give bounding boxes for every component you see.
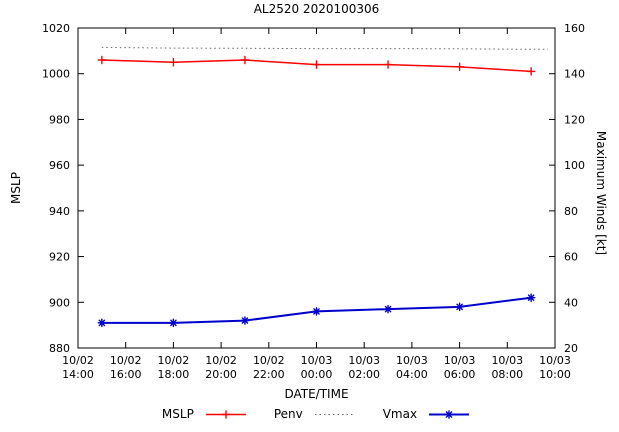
x-tick-label-date: 10/03 [539, 354, 571, 367]
x-tick-label-date: 10/02 [253, 354, 285, 367]
legend-item-penv: Penv [274, 407, 357, 421]
vmax-marker [383, 304, 393, 314]
y-tick-label-right: 80 [564, 205, 578, 218]
legend-swatch-mslp [205, 409, 246, 419]
x-tick-label-date: 10/02 [158, 354, 190, 367]
mslp-marker [455, 62, 464, 72]
mslp-marker [97, 55, 107, 65]
legend-label-vmax: Vmax [382, 407, 418, 421]
vmax-marker [526, 293, 536, 303]
x-tick-label-time: 18:00 [158, 368, 190, 381]
y-tick-label-left: 920 [49, 251, 70, 264]
x-tick-label-time: 14:00 [62, 368, 94, 381]
x-tick-label-time: 20:00 [205, 368, 237, 381]
y-tick-label-left: 1000 [42, 68, 70, 81]
y-tick-label-right: 140 [564, 68, 585, 81]
x-tick-label-date: 10/03 [301, 354, 333, 367]
x-axis-label: DATE/TIME [284, 387, 349, 401]
vmax-marker [455, 302, 464, 312]
y-tick-label-left: 1020 [42, 22, 70, 35]
y-tick-label-right: 20 [564, 342, 578, 355]
x-tick-label-date: 10/03 [444, 354, 476, 367]
chart-title: AL2520 2020100306 [253, 2, 380, 16]
legend-label-mslp: MSLP [161, 407, 194, 421]
x-tick-label-time: 02:00 [348, 368, 380, 381]
x-tick-label-date: 10/03 [396, 354, 428, 367]
x-tick-label-date: 10/03 [348, 354, 380, 367]
series-line-penv [101, 46, 548, 50]
legend-label-penv: Penv [273, 407, 303, 421]
y-tick-label-right: 160 [564, 22, 585, 35]
y-tick-label-left: 900 [49, 296, 70, 309]
x-tick-label-time: 04:00 [396, 368, 428, 381]
legend-item-vmax: Vmax [383, 407, 471, 421]
mslp-marker [221, 409, 231, 419]
vmax-marker [312, 307, 321, 316]
x-tick-label-time: 00:00 [301, 368, 333, 381]
x-tick-label-date: 10/02 [62, 354, 94, 367]
plot-border [77, 27, 556, 349]
x-tick-label-date: 10/02 [110, 354, 142, 367]
x-tick-label-date: 10/03 [491, 354, 523, 367]
y-tick-label-left: 880 [49, 342, 70, 355]
vmax-marker [169, 318, 178, 328]
y-tick-label-left: 960 [49, 159, 70, 172]
y-tick-label-right: 40 [564, 296, 578, 309]
x-tick-label-time: 08:00 [491, 368, 523, 381]
x-tick-label-date: 10/02 [205, 354, 237, 367]
x-tick-label-time: 16:00 [110, 368, 142, 381]
x-tick-label-time: 10:00 [539, 368, 571, 381]
vmax-marker [240, 316, 250, 325]
x-tick-label-time: 06:00 [444, 368, 476, 381]
legend: MSLP Penv Vmax [78, 407, 555, 421]
mslp-marker [383, 60, 393, 69]
mslp-marker [526, 67, 536, 76]
y-tick-label-right: 120 [564, 113, 585, 126]
mslp-marker [312, 60, 321, 69]
vmax-marker [444, 409, 454, 419]
mslp-marker [169, 57, 178, 67]
y-tick-label-right: 100 [564, 159, 585, 172]
legend-item-mslp: MSLP [162, 407, 248, 421]
mslp-marker [240, 55, 250, 65]
y-tick-label-right: 60 [564, 251, 578, 264]
y-tick-label-left: 940 [49, 205, 70, 218]
legend-swatch-vmax [429, 409, 470, 419]
legend-swatch-penv [314, 413, 355, 415]
vmax-marker [97, 318, 107, 328]
y-tick-label-left: 980 [49, 113, 70, 126]
x-tick-label-time: 22:00 [253, 368, 285, 381]
